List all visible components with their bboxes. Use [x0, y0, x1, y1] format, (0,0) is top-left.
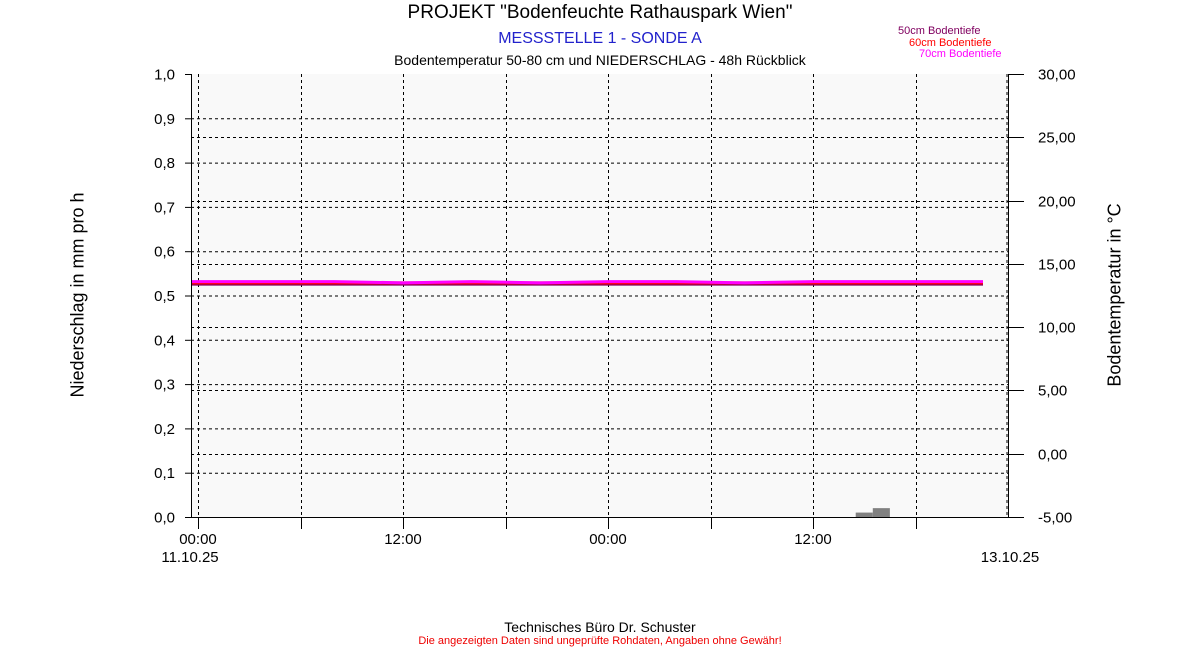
tick-label-right: 0,00: [1038, 447, 1067, 464]
precipitation-bar: [872, 508, 890, 517]
tick-label-left: 0,8: [154, 155, 175, 172]
footer-company: Technisches Büro Dr. Schuster: [504, 619, 696, 635]
tick-date-x: 13.10.25: [981, 549, 1039, 566]
tick-label-right: 25,00: [1038, 130, 1076, 147]
tick-label-left: 0,0: [154, 510, 175, 527]
tick-label-left: 0,5: [154, 288, 175, 305]
tick-label-x: 12:00: [794, 531, 832, 548]
tick-label-left: 0,3: [154, 377, 175, 394]
precipitation-bar: [855, 512, 873, 517]
tick-label-left: 0,2: [154, 421, 175, 438]
chart-subtitle: MESSSTELLE 1 - SONDE A: [498, 30, 702, 47]
tick-label-left: 0,7: [154, 199, 175, 216]
legend-50cm: 50cm Bodentiefe: [898, 25, 981, 37]
tick-label-left: 0,1: [154, 465, 175, 482]
tick-label-right: 30,00: [1038, 67, 1076, 84]
tick-label-left: 1,0: [154, 67, 175, 84]
tick-label-right: 15,00: [1038, 257, 1076, 274]
tick-label-x: 00:00: [179, 531, 217, 548]
tick-label-left: 0,4: [154, 332, 175, 349]
tick-label-x: 00:00: [589, 531, 627, 548]
tick-label-left: 0,6: [154, 244, 175, 261]
tick-label-right: 5,00: [1038, 383, 1067, 400]
tick-date-x: 11.10.25: [161, 549, 218, 566]
tick-label-right: 20,00: [1038, 194, 1076, 211]
tick-label-x: 12:00: [384, 531, 422, 548]
tick-label-left: 0,9: [154, 111, 175, 128]
legend-70cm: 70cm Bodentiefe: [919, 48, 1002, 60]
series-line-70cm-Bodentiefe: [191, 280, 983, 285]
footer-disclaimer: Die angezeigten Daten sind ungeprüfte Ro…: [418, 635, 782, 647]
chart-title: PROJEKT "Bodenfeuchte Rathauspark Wien": [407, 2, 793, 23]
legend-60cm: 60cm Bodentiefe: [909, 37, 992, 49]
tick-label-right: -5,00: [1038, 510, 1072, 527]
chart-description: Bodentemperatur 50-80 cm und NIEDERSCHLA…: [394, 52, 806, 68]
tick-label-right: 10,00: [1038, 320, 1076, 337]
